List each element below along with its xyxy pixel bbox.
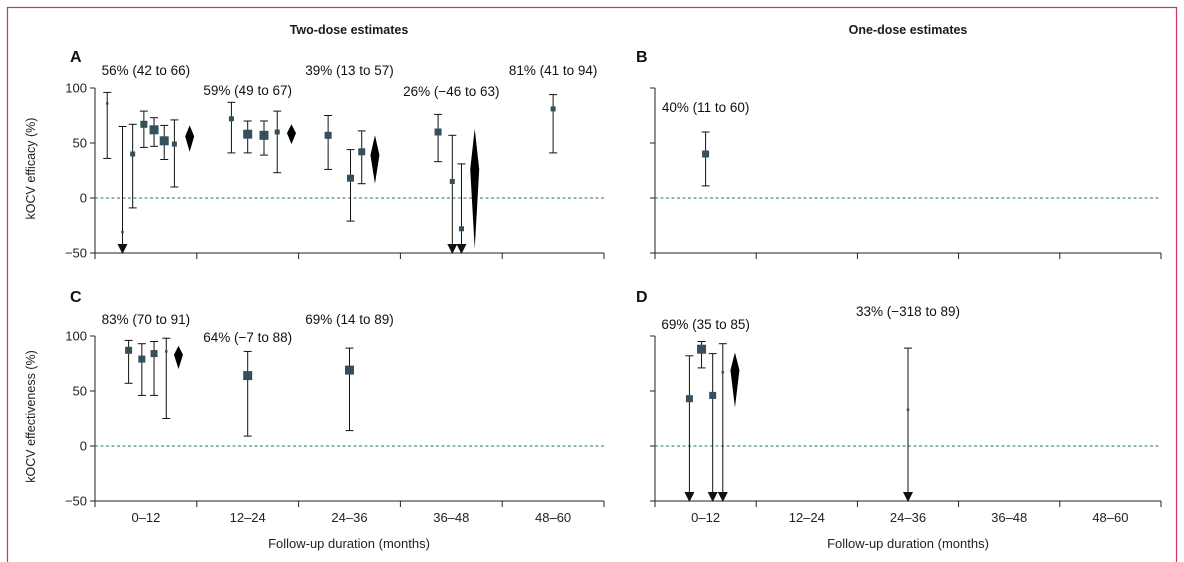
x-tick-label: 24–36 (890, 510, 926, 525)
figure-border (6, 6, 1178, 562)
x-axis-title-right: Follow-up duration (months) (827, 536, 989, 551)
point-estimate (150, 350, 158, 358)
point-estimate (228, 116, 234, 122)
point-estimate (358, 148, 366, 156)
y-tick-label: 100 (65, 329, 87, 344)
x-axis-title-left: Follow-up duration (months) (268, 536, 430, 551)
pooled-estimate-label: 56% (42 to 66) (102, 63, 191, 78)
point-estimate (345, 365, 354, 375)
panel-letter: B (636, 49, 648, 66)
x-tick-label: 36–48 (991, 510, 1027, 525)
point-estimate (434, 128, 442, 136)
y-tick-label: −50 (65, 494, 87, 509)
pooled-estimate-label: 33% (−318 to 89) (856, 304, 960, 319)
panel-letter: C (70, 289, 82, 306)
ci-arrow-down (717, 492, 728, 502)
column-title-two-dose: Two-dose estimates (290, 23, 409, 37)
point-estimate (906, 408, 910, 411)
pooled-diamond (370, 135, 380, 184)
point-estimate (347, 174, 355, 182)
x-tick-label: 12–24 (789, 510, 825, 525)
panel-letter: D (636, 289, 648, 306)
point-estimate (709, 391, 717, 399)
point-estimate (105, 102, 109, 105)
point-estimate (550, 106, 556, 112)
point-estimate (159, 136, 169, 146)
pooled-estimate-label: 40% (11 to 60) (662, 100, 750, 115)
y-tick-label: 0 (80, 191, 87, 206)
pooled-estimate-label: 69% (35 to 85) (661, 317, 750, 332)
x-tick-label: 36–48 (433, 510, 469, 525)
pooled-estimate-label: 83% (70 to 91) (102, 312, 191, 327)
x-tick-label: 24–36 (331, 510, 367, 525)
point-estimate (149, 125, 159, 135)
pooled-estimate-label: 64% (−7 to 88) (203, 330, 292, 345)
point-estimate (165, 350, 168, 353)
x-tick-label: 48–60 (1092, 510, 1128, 525)
x-tick-label: 48–60 (535, 510, 571, 525)
y-tick-label: −50 (65, 246, 87, 261)
point-estimate (702, 150, 710, 158)
point-estimate (130, 151, 136, 157)
pooled-estimate-label: 69% (14 to 89) (305, 312, 394, 327)
y-tick-label: 0 (80, 439, 87, 454)
y-tick-label: 50 (73, 136, 87, 151)
point-estimate (243, 371, 253, 381)
pooled-estimate-label: 39% (13 to 57) (305, 63, 394, 78)
panel-c: C 100 50 0 −50 kOCV effectiveness (%) 0–12 12–2… (24, 289, 605, 525)
ci-arrow-down (447, 244, 458, 254)
panel-letter: A (70, 49, 82, 66)
point-estimate (458, 226, 464, 232)
point-estimate (121, 230, 124, 234)
column-title-one-dose: One-dose estimates (849, 23, 968, 37)
point-estimate (138, 355, 146, 363)
panel-a: A 100 50 0 −50 kOCV efficacy (%) 56% (42 to 66… (24, 49, 605, 261)
pooled-diamond (470, 128, 480, 249)
point-estimate (721, 371, 725, 374)
panel-b: B 40% (11 to 60) (636, 49, 1162, 259)
pooled-estimate-label: 59% (49 to 67) (203, 83, 292, 98)
point-estimate (125, 346, 133, 354)
pooled-estimate-label: 26% (−46 to 63) (403, 84, 499, 99)
x-tick-label: 0–12 (131, 510, 160, 525)
pooled-diamond (730, 352, 740, 408)
point-estimate (259, 130, 269, 140)
ci-arrow-down (456, 244, 467, 254)
ci-arrow-down (707, 492, 718, 502)
x-tick-label: 0–12 (691, 510, 720, 525)
pooled-diamond (286, 124, 296, 145)
ci-arrow-down (684, 492, 695, 502)
point-estimate (243, 129, 253, 139)
pooled-diamond (185, 125, 195, 152)
point-estimate (274, 129, 280, 135)
point-estimate (140, 120, 148, 128)
pooled-estimate-label: 81% (41 to 94) (509, 63, 598, 78)
y-tick-label: 50 (73, 384, 87, 399)
point-estimate (685, 395, 693, 403)
ci-arrow-down (117, 244, 128, 254)
point-estimate (449, 179, 455, 184)
y-axis-title: kOCV effectiveness (%) (24, 350, 38, 482)
x-tick-label: 12–24 (230, 510, 266, 525)
point-estimate (171, 141, 177, 147)
panel-d: D 0–12 12–24 24–36 36–48 48–60 69% (35 to 85) 3… (636, 289, 1162, 525)
point-estimate (324, 131, 332, 139)
ci-arrow-down (903, 492, 913, 502)
point-estimate (697, 344, 707, 354)
y-axis-title: kOCV efficacy (%) (24, 118, 38, 220)
y-tick-label: 100 (65, 81, 87, 96)
pooled-diamond (173, 345, 183, 369)
